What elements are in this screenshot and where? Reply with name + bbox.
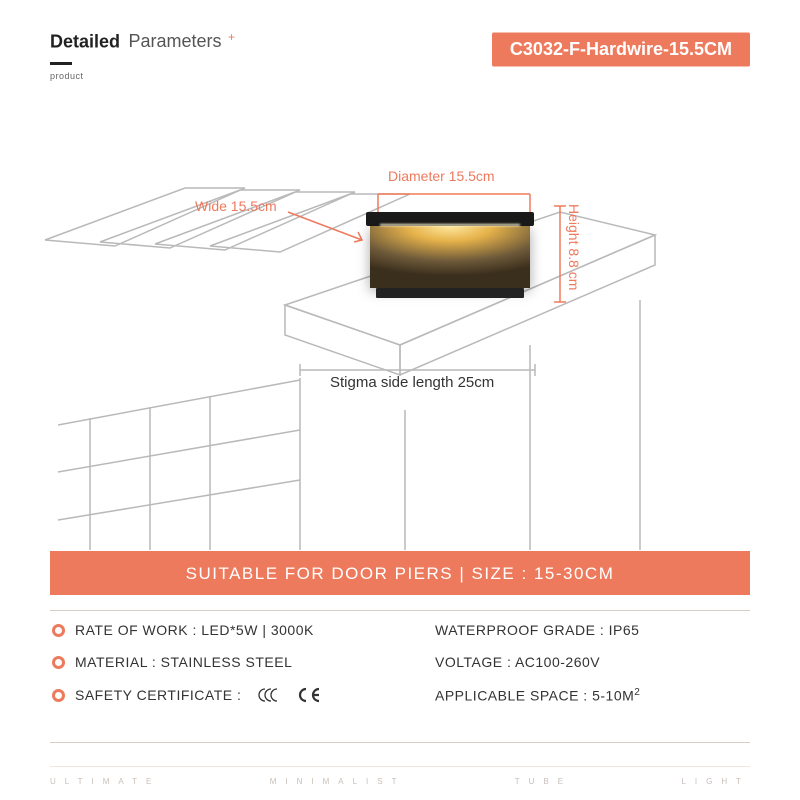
spec-safety-cert: SAFETY CERTIFICATE : (52, 686, 392, 704)
divider-top (50, 610, 750, 611)
lamp-glow (380, 224, 520, 226)
header-plus: + (228, 30, 235, 44)
cert-icons (251, 686, 321, 704)
spec-label: VOLTAGE : AC100-260V (435, 654, 600, 670)
spec-material: MATERIAL : STAINLESS STEEL (52, 654, 392, 670)
header-dash (50, 62, 72, 65)
bullet-icon (52, 624, 65, 637)
pier-line-drawing (0, 120, 800, 550)
spec-label: MATERIAL : STAINLESS STEEL (75, 654, 292, 670)
footer-strip: ULTIMATE MINIMALIST TUBE LIGHT (50, 766, 750, 788)
superscript: 2 (634, 687, 640, 698)
suitability-banner: SUITABLE FOR DOOR PIERS | SIZE : 15-30CM (50, 550, 750, 596)
footer-word: LIGHT (681, 777, 750, 786)
lamp-body (370, 226, 530, 288)
label-stigma: Stigma side length 25cm (330, 374, 494, 391)
dimension-diagram: Diameter 15.5cm Wide 15.5cm Height 8.8 c… (0, 120, 800, 550)
spec-waterproof: WATERPROOF GRADE : IP65 (412, 622, 752, 638)
label-wide: Wide 15.5cm (195, 198, 277, 214)
page: Detailed Parameters + product C3032-F-Ha… (0, 0, 800, 800)
spec-label: RATE OF WORK : LED*5W | 3000K (75, 622, 314, 638)
spec-rate-of-work: RATE OF WORK : LED*5W | 3000K (52, 622, 392, 638)
footer-word: TUBE (515, 777, 572, 786)
spec-label: APPLICABLE SPACE : 5-10M2 (435, 687, 640, 704)
spec-label: SAFETY CERTIFICATE : (75, 687, 241, 703)
header: Detailed Parameters + product (50, 30, 235, 81)
ce-mark-icon (294, 686, 322, 704)
header-title-light: Parameters (128, 31, 221, 51)
spec-label: WATERPROOF GRADE : IP65 (435, 622, 639, 638)
header-title-bold: Detailed (50, 31, 120, 51)
lamp-render (370, 212, 530, 298)
spec-grid: RATE OF WORK : LED*5W | 3000K WATERPROOF… (52, 622, 752, 704)
header-subtitle: product (50, 71, 235, 81)
bullet-icon (52, 656, 65, 669)
bullet-icon (52, 689, 65, 702)
ccc-mark-icon (257, 686, 283, 704)
spec-text: APPLICABLE SPACE : 5-10M (435, 687, 634, 703)
spec-applicable-space: APPLICABLE SPACE : 5-10M2 (412, 686, 752, 704)
divider-bottom (50, 742, 750, 743)
label-height: Height 8.8 cm (566, 204, 582, 290)
label-diameter: Diameter 15.5cm (388, 168, 495, 184)
lamp-base (376, 288, 524, 298)
footer-word: ULTIMATE (50, 777, 160, 786)
footer-word: MINIMALIST (270, 777, 406, 786)
model-badge: C3032-F-Hardwire-15.5CM (492, 32, 750, 67)
spec-voltage: VOLTAGE : AC100-260V (412, 654, 752, 670)
